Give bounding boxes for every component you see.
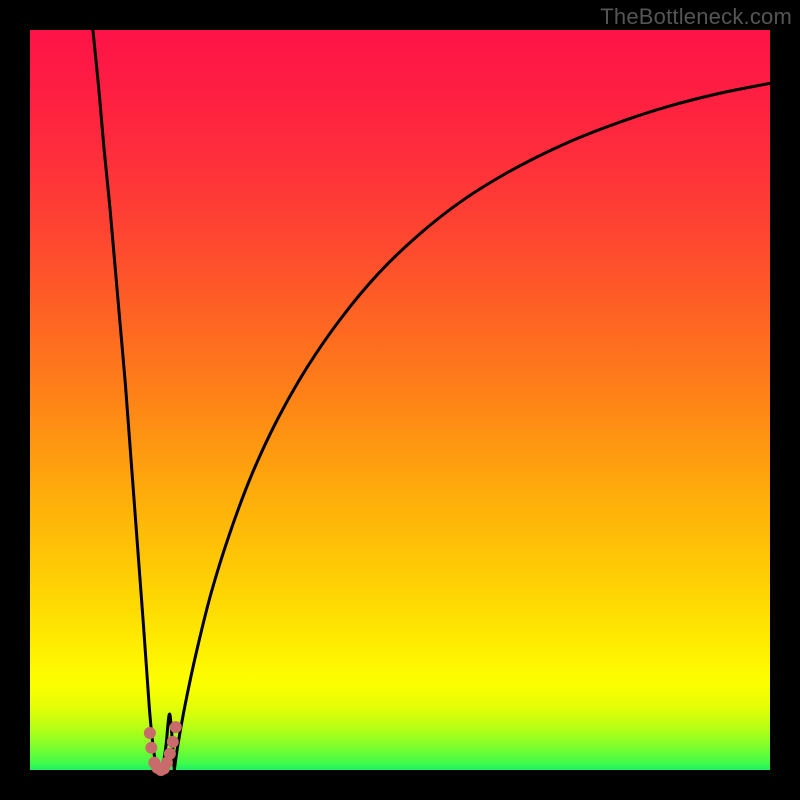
marker-dot: [144, 727, 156, 739]
marker-dot: [170, 721, 182, 733]
marker-dot: [145, 742, 157, 754]
marker-dot: [164, 748, 176, 760]
plot-background: [30, 30, 770, 770]
bottleneck-plot: [0, 0, 800, 800]
chart-stage: TheBottleneck.com: [0, 0, 800, 800]
marker-dot: [167, 736, 179, 748]
